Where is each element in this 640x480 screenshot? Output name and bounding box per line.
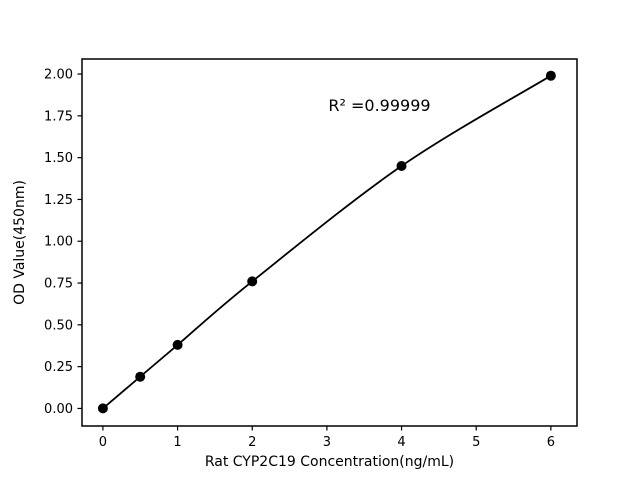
data-point-marker <box>545 70 556 81</box>
x-tick-label: 3 <box>323 435 331 450</box>
y-tick-label: 0.25 <box>44 360 73 375</box>
x-axis-label: Rat CYP2C19 Concentration(ng/mL) <box>205 454 454 470</box>
x-tick-label: 1 <box>173 435 181 450</box>
x-axis-ticks: 0 1 2 3 4 5 6 <box>99 426 555 450</box>
y-tick-label: 1.25 <box>44 193 73 208</box>
r-squared-annotation: R² =0.99999 <box>328 96 430 115</box>
axis-frame <box>81 58 578 427</box>
y-tick-label: 0.00 <box>44 402 73 417</box>
y-tick-label: 0.75 <box>44 277 73 292</box>
y-tick-label: 1.00 <box>44 235 73 250</box>
data-point-marker <box>135 371 146 382</box>
y-axis-label: OD Value(450nm) <box>12 180 28 305</box>
data-point-marker <box>247 276 258 287</box>
x-tick-label: 2 <box>248 435 256 450</box>
data-series <box>97 70 556 414</box>
data-point-marker <box>172 339 183 350</box>
y-tick-label: 0.50 <box>44 318 73 333</box>
data-point-marker <box>396 161 407 171</box>
y-tick-label: 1.50 <box>44 151 73 166</box>
fit-curve-line <box>102 74 552 410</box>
y-axis-ticks: 0.00 0.25 0.50 0.75 1.00 1.25 1.50 1.75 2.00 <box>44 68 82 417</box>
x-tick-label: 6 <box>547 435 555 450</box>
x-tick-label: 5 <box>472 435 480 450</box>
data-point-marker <box>97 403 108 414</box>
y-tick-label: 2.00 <box>44 68 73 83</box>
x-tick-label: 0 <box>99 435 107 450</box>
y-tick-label: 1.75 <box>44 109 73 124</box>
x-tick-label: 4 <box>397 435 405 450</box>
